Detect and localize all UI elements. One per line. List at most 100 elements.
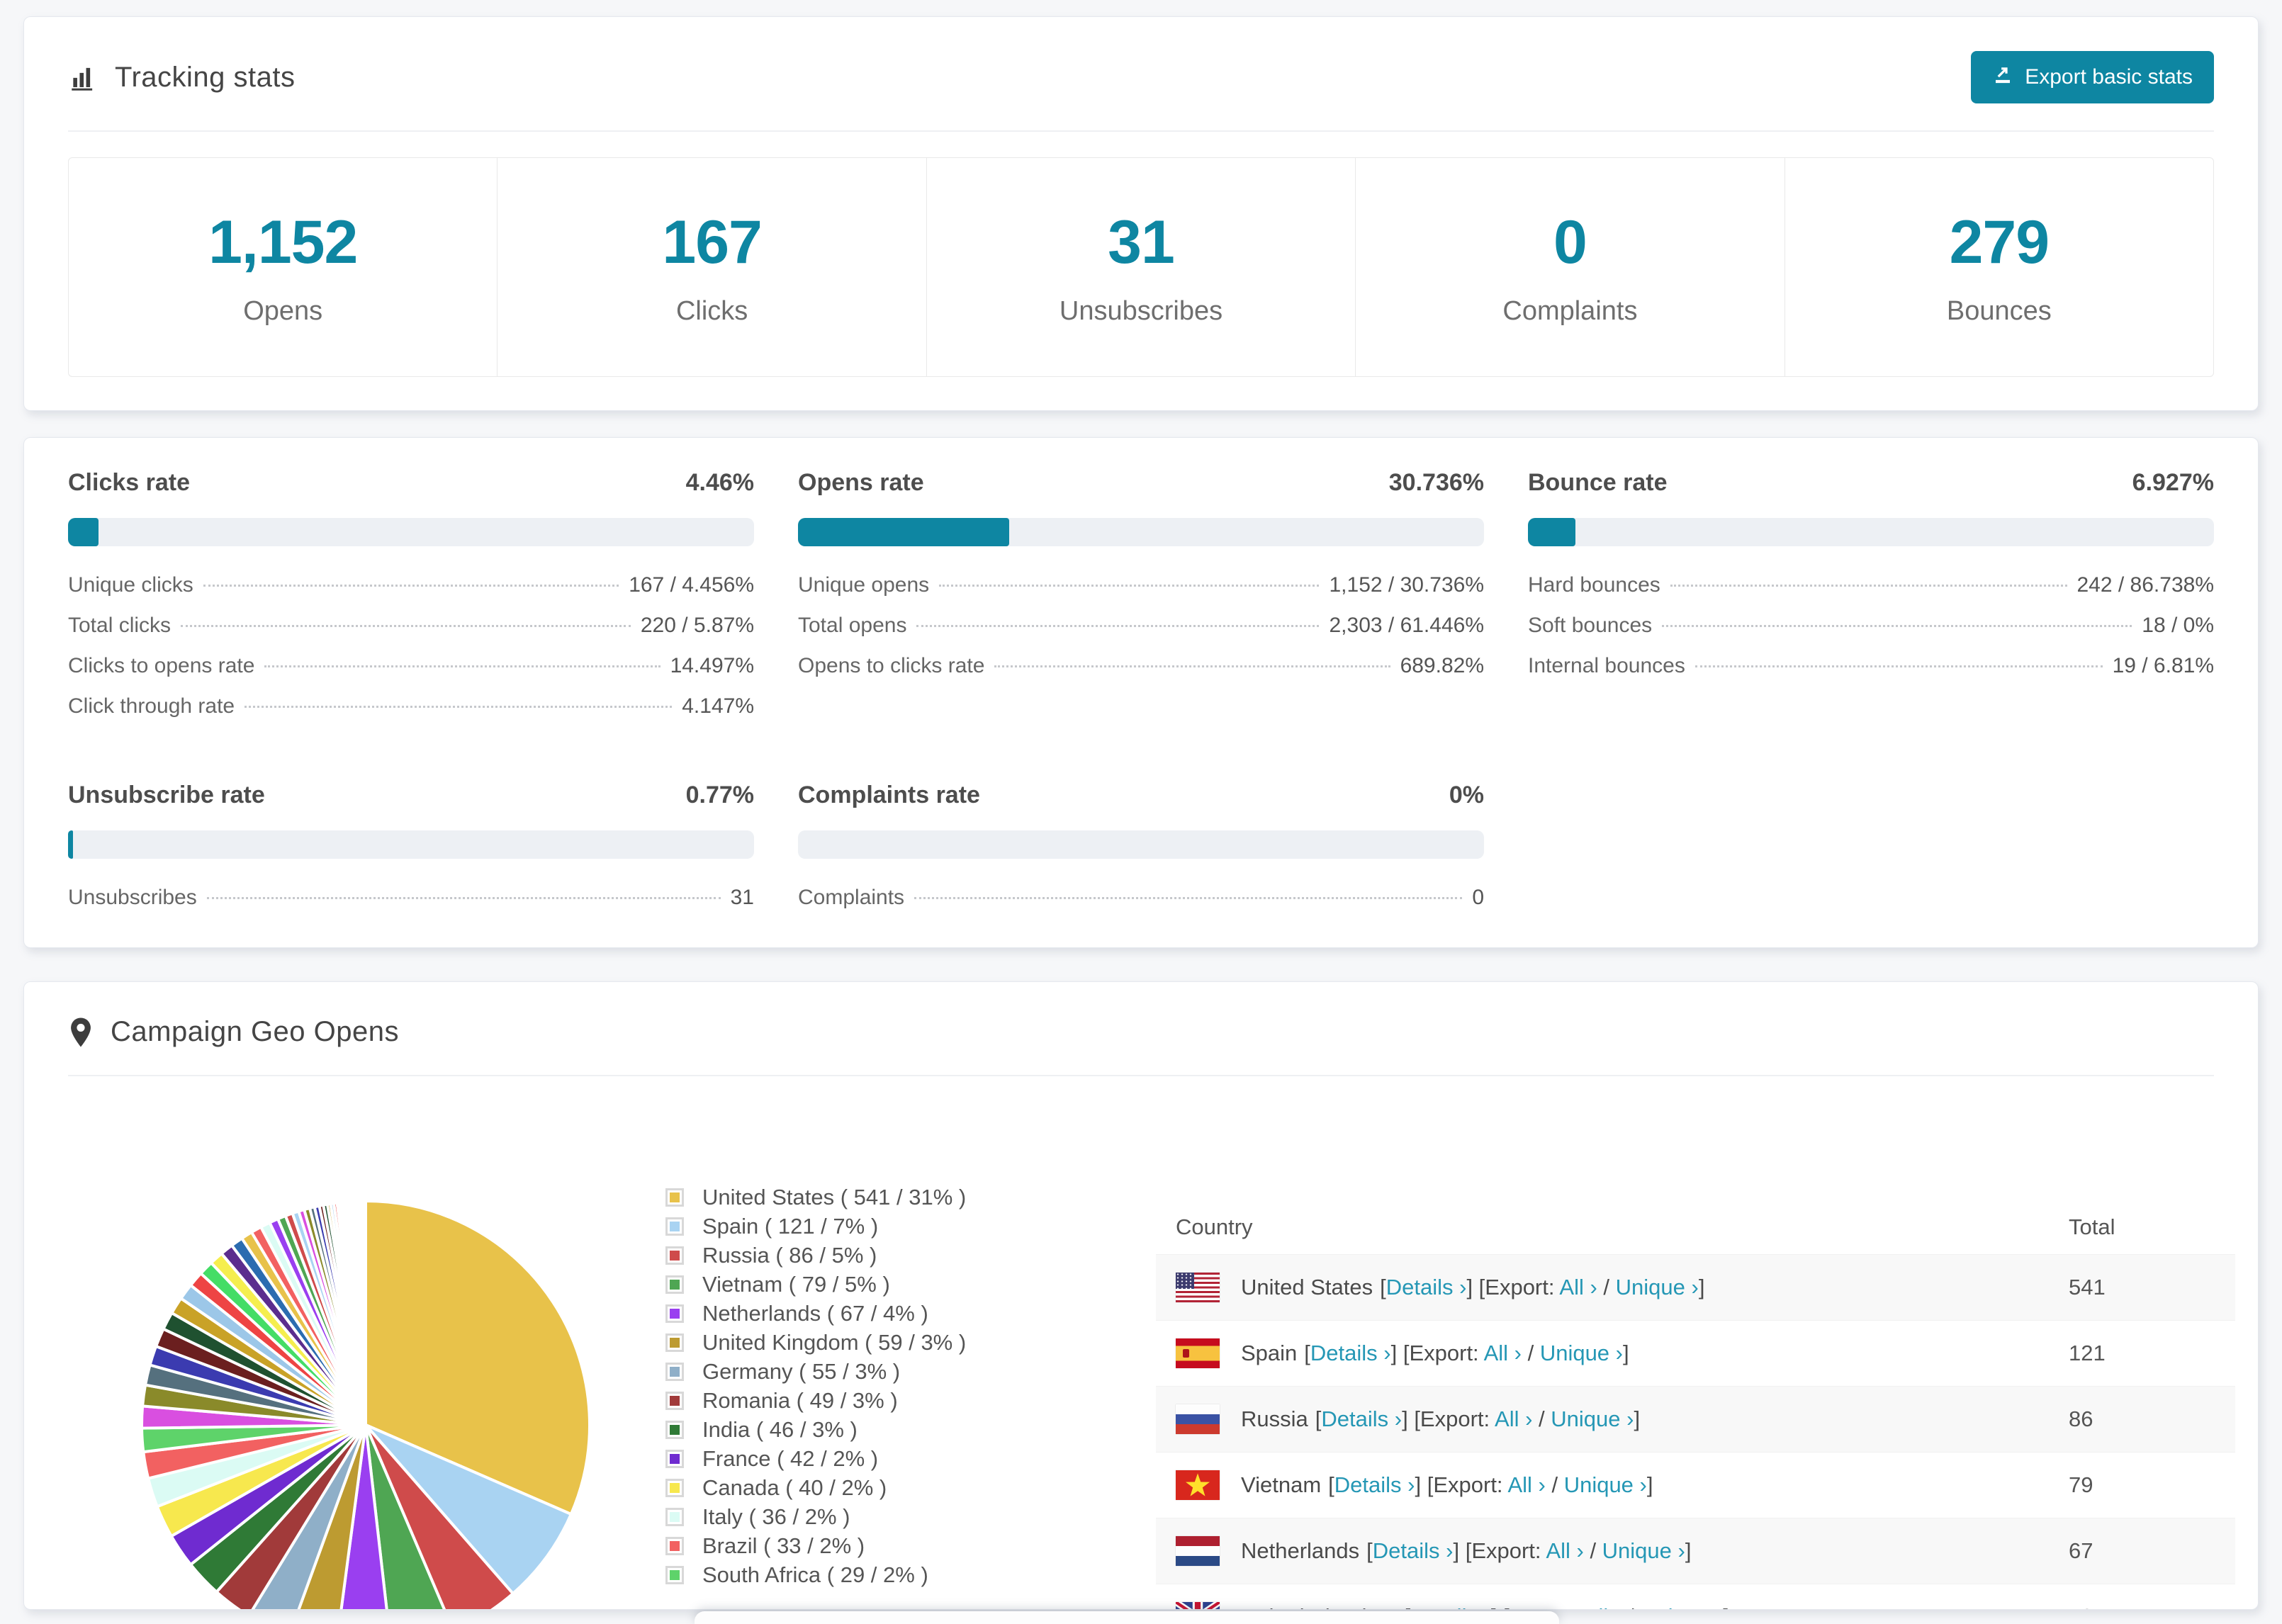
- table-row-netherlands: Netherlands [Details ›] [Export: All › / …: [1156, 1518, 2235, 1584]
- legend-label: Brazil ( 33 / 2% ): [702, 1533, 865, 1558]
- dotted-leader: [939, 585, 1320, 587]
- details-link[interactable]: Details ›: [1372, 1538, 1454, 1563]
- stat-clicks: 167 Clicks: [497, 158, 926, 376]
- column-header-country: Country: [1176, 1214, 1253, 1239]
- export-button-label: Export basic stats: [2025, 65, 2193, 89]
- legend-item-south-africa: South Africa ( 29 / 2% ): [665, 1560, 966, 1589]
- legend-item-france: France ( 42 / 2% ): [665, 1444, 966, 1473]
- geo-opens-table: Country Total United States [Details ›] […: [1156, 1200, 2235, 1609]
- legend-label: Germany ( 55 / 3% ): [702, 1358, 901, 1384]
- stat-label: Bounces: [1946, 296, 2052, 326]
- rate-detail-value: 4.147%: [682, 694, 754, 718]
- rate-detail-value: 1,152 / 30.736%: [1329, 573, 1484, 597]
- rate-detail-row: Total clicks 220 / 5.87%: [68, 614, 754, 654]
- export-icon: [1992, 64, 2013, 91]
- country-name: Russia: [1241, 1406, 1308, 1431]
- rate-detail-value: 2,303 / 61.446%: [1329, 614, 1484, 637]
- stat-label: Clicks: [675, 296, 748, 326]
- legend-item-india: India ( 46 / 3% ): [665, 1415, 966, 1444]
- export-unique-link[interactable]: Unique ›: [1615, 1275, 1699, 1299]
- pie-slice: [339, 1424, 388, 1609]
- rate-detail-row: Unique opens 1,152 / 30.736%: [798, 573, 1484, 614]
- stat-value: 0: [1553, 208, 1587, 276]
- legend-item-united-states: United States ( 541 / 31% ): [665, 1183, 966, 1212]
- rate-detail-value: 167 / 4.456%: [629, 573, 754, 597]
- legend-item-canada: Canada ( 40 / 2% ): [665, 1473, 966, 1502]
- rate-detail-label: Unique opens: [798, 573, 930, 597]
- country-total: 59: [2069, 1604, 2235, 1609]
- rate-value: 0.77%: [685, 782, 754, 808]
- legend-label: Spain ( 121 / 7% ): [702, 1213, 879, 1239]
- flag-ru: [1176, 1404, 1220, 1434]
- rate-title: Unsubscribe rate: [68, 782, 265, 808]
- rate-detail-value: 18 / 0%: [2142, 614, 2214, 637]
- pie-slice: [364, 1424, 446, 1609]
- complaints-rate-block: Complaints rate 0% Complaints 0: [798, 782, 1484, 926]
- dotted-leader: [181, 625, 631, 627]
- export-basic-stats-button[interactable]: Export basic stats: [1971, 51, 2214, 103]
- legend-item-spain: Spain ( 121 / 7% ): [665, 1212, 966, 1241]
- rate-detail-value: 689.82%: [1400, 654, 1484, 677]
- rate-detail-row: Hard bounces 242 / 86.738%: [1528, 573, 2214, 614]
- rate-detail-value: 14.497%: [670, 654, 754, 677]
- clicks-rate-block: Clicks rate 4.46% Unique clicks 167 / 4.456…: [68, 469, 754, 735]
- pie-slice: [364, 1199, 591, 1516]
- rate-detail-row: Soft bounces 18 / 0%: [1528, 614, 2214, 654]
- dotted-leader: [206, 897, 721, 899]
- export-unique-link[interactable]: Unique ›: [1551, 1406, 1634, 1431]
- legend-swatch: [665, 1478, 684, 1497]
- country-name: United Kingdom: [1241, 1604, 1398, 1609]
- rate-detail-row: Opens to clicks rate 689.82%: [798, 654, 1484, 694]
- details-link[interactable]: Details ›: [1310, 1341, 1391, 1365]
- legend-swatch: [665, 1188, 684, 1207]
- rate-title: Bounce rate: [1528, 469, 1668, 496]
- export-all-link[interactable]: All ›: [1507, 1472, 1546, 1497]
- flag-gb: [1176, 1602, 1220, 1609]
- export-unique-link[interactable]: Unique ›: [1563, 1472, 1647, 1497]
- legend-item-united-kingdom: United Kingdom ( 59 / 3% ): [665, 1328, 966, 1357]
- export-unique-link[interactable]: Unique ›: [1640, 1604, 1723, 1609]
- legend-swatch: [665, 1391, 684, 1410]
- rate-title: Clicks rate: [68, 469, 190, 496]
- export-unique-link[interactable]: Unique ›: [1602, 1538, 1685, 1563]
- pie-legend: United States ( 541 / 31% ) Spain ( 121 /…: [665, 1183, 966, 1589]
- geo-title-text: Campaign Geo Opens: [111, 1016, 400, 1047]
- dotted-leader: [1670, 585, 2067, 587]
- rate-title: Complaints rate: [798, 782, 980, 808]
- details-link[interactable]: Details ›: [1410, 1604, 1491, 1609]
- rate-detail-label: Unsubscribes: [68, 886, 197, 909]
- export-all-link[interactable]: All ›: [1546, 1538, 1584, 1563]
- legend-swatch: [665, 1275, 684, 1294]
- export-all-link[interactable]: All ›: [1559, 1275, 1597, 1299]
- tracking-stats-panel: Tracking stats Export basic stats 1,152 O…: [23, 16, 2259, 411]
- country-total: 121: [2069, 1341, 2106, 1365]
- export-all-link[interactable]: All ›: [1495, 1406, 1533, 1431]
- rates-panel: Clicks rate 4.46% Unique clicks 167 / 4.456…: [23, 437, 2259, 948]
- details-link[interactable]: Details ›: [1386, 1275, 1467, 1299]
- export-all-link[interactable]: All ›: [1483, 1341, 1522, 1365]
- legend-label: Vietnam ( 79 / 5% ): [702, 1271, 890, 1297]
- rate-detail-label: Clicks to opens rate: [68, 654, 255, 677]
- export-all-link[interactable]: All ›: [1584, 1604, 1621, 1609]
- legend-swatch: [665, 1449, 684, 1468]
- rate-detail-label: Click through rate: [68, 694, 235, 718]
- rate-detail-row: Clicks to opens rate 14.497%: [68, 654, 754, 694]
- rate-detail-row: Complaints 0: [798, 886, 1484, 926]
- legend-swatch: [665, 1420, 684, 1439]
- bar-chart-icon: [68, 62, 98, 92]
- dotted-leader: [994, 665, 1390, 667]
- flag-us: [1176, 1273, 1220, 1302]
- details-link[interactable]: Details ›: [1321, 1406, 1403, 1431]
- rate-value: 4.46%: [685, 469, 754, 496]
- rate-value: 0%: [1449, 782, 1484, 808]
- rate-detail-label: Opens to clicks rate: [798, 654, 985, 677]
- dotted-leader: [1694, 665, 2103, 667]
- export-unique-link[interactable]: Unique ›: [1539, 1341, 1623, 1365]
- tracking-stats-title: Tracking stats: [68, 62, 295, 94]
- details-link[interactable]: Details ›: [1334, 1472, 1415, 1497]
- stat-value: 31: [1108, 208, 1175, 276]
- country-total: 541: [2069, 1275, 2106, 1299]
- rate-detail-row: Total opens 2,303 / 61.446%: [798, 614, 1484, 654]
- stat-opens: 1,152 Opens: [69, 158, 497, 376]
- table-row-russia: Russia [Details ›] [Export: All › / Uniqu…: [1156, 1386, 2235, 1452]
